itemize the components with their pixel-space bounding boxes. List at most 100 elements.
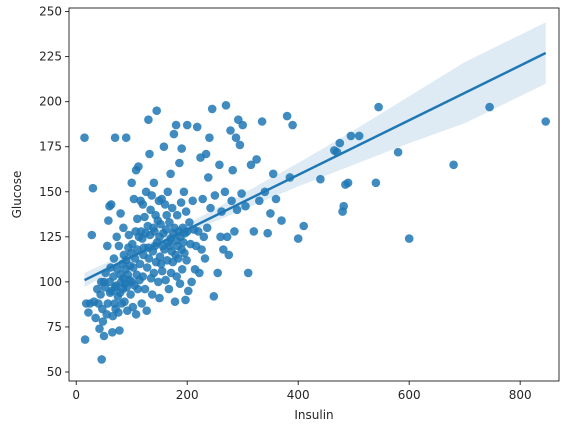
scatter-point: [133, 214, 142, 224]
scatter-point: [266, 209, 275, 218]
scatter-point: [99, 331, 109, 341]
scatter-point: [197, 245, 206, 254]
scatter-point: [80, 133, 89, 142]
scatter-point: [237, 189, 246, 198]
scatter-point: [404, 234, 414, 243]
scatter-point: [201, 149, 211, 159]
scatter-point: [175, 158, 184, 168]
scatter-point: [200, 254, 210, 263]
scatter-point: [88, 183, 98, 193]
scatter-point: [145, 149, 154, 159]
scatter-point: [175, 279, 185, 289]
scatter-point: [254, 196, 264, 206]
scatter-point: [182, 120, 192, 130]
scatter-point: [288, 120, 297, 130]
scatter-point: [95, 324, 104, 334]
scatter-point: [226, 126, 235, 135]
scatter-point: [147, 290, 157, 299]
scatter-point: [176, 198, 186, 207]
y-tick-label: 100: [39, 275, 62, 289]
x-tick-label: 400: [287, 388, 310, 402]
scatter-point: [140, 284, 150, 294]
scatter-point: [282, 111, 292, 121]
scatter-point: [103, 241, 112, 251]
scatter-point: [96, 290, 105, 299]
scatter-point: [104, 216, 113, 225]
scatter-point: [181, 295, 190, 305]
scatter-point: [177, 144, 186, 153]
scatter-point: [91, 313, 100, 323]
scatter-point: [241, 201, 250, 211]
scatter-point: [210, 191, 220, 200]
scatter-point: [98, 317, 108, 326]
scatter-point: [154, 277, 163, 287]
scatter-point: [157, 266, 167, 276]
scatter-point: [195, 268, 204, 278]
scatter-point: [238, 120, 247, 130]
scatter-point: [174, 254, 183, 263]
scatter-point: [155, 252, 165, 261]
scatter-point: [170, 297, 180, 307]
scatter-point: [169, 129, 179, 139]
scatter-point: [374, 102, 383, 112]
scatter-point: [177, 265, 187, 274]
y-tick-label: 75: [47, 320, 62, 334]
scatter-point: [161, 225, 171, 234]
scatter-point: [120, 297, 129, 307]
scatter-point: [299, 221, 309, 231]
scatter-point: [188, 196, 197, 206]
scatter-point: [106, 200, 116, 209]
scatter-point: [162, 210, 171, 220]
scatter-point: [80, 335, 90, 344]
scatter-point: [147, 191, 156, 200]
scatter-point: [172, 272, 181, 281]
scatter-point: [209, 292, 219, 301]
y-axis-ticks: 50 75 100 125 150 175 200 225 250: [39, 5, 69, 379]
scatter-point: [293, 234, 303, 243]
scatter-point: [485, 102, 494, 112]
scatter-point: [393, 147, 403, 157]
confidence-band-area: [84, 22, 546, 288]
scatter-point: [138, 200, 148, 209]
scatter-point: [126, 290, 135, 299]
scatter-point: [335, 138, 345, 148]
scatter-point: [263, 228, 273, 238]
scatter-point: [131, 310, 141, 319]
scatter-point: [144, 254, 154, 263]
scatter-point: [219, 245, 228, 254]
scatter-point: [161, 275, 170, 285]
scatter-point: [204, 173, 213, 182]
scatter-point: [179, 187, 189, 197]
scatter-point: [221, 101, 231, 110]
scatter-point: [243, 268, 253, 278]
scatter-point: [115, 326, 124, 335]
scatter-point: [159, 142, 169, 151]
scatter-point: [235, 140, 245, 150]
regression-line-path: [83, 51, 547, 282]
scatter-point: [116, 209, 125, 218]
scatter-point: [206, 203, 215, 213]
scatter-point: [142, 263, 152, 272]
scatter-point: [164, 284, 174, 294]
scatter-point: [167, 203, 177, 213]
x-tick-label: 0: [72, 388, 80, 402]
scatter-point: [97, 355, 106, 364]
scatter-point: [222, 232, 232, 242]
scatter-point: [103, 299, 113, 308]
scatter-point: [112, 232, 121, 242]
scatter-point: [277, 216, 286, 225]
scatter-point: [184, 286, 193, 296]
scatter-point: [152, 106, 161, 115]
scatter-point: [128, 239, 137, 249]
scatter-point: [268, 169, 278, 179]
scatter-point: [257, 117, 267, 126]
confidence-band: [84, 22, 546, 288]
scatter-point: [165, 218, 174, 227]
scatter-point: [128, 302, 138, 312]
scatter-point: [216, 232, 225, 242]
scatter-point: [137, 299, 146, 308]
scatter-point: [149, 178, 159, 188]
scatter-point: [220, 187, 230, 197]
scatter-point: [449, 160, 458, 170]
